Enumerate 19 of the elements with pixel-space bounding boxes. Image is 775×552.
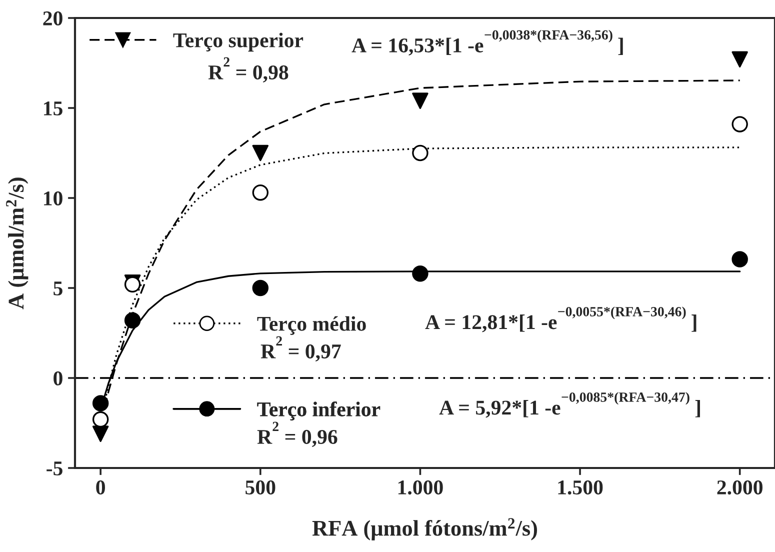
y-tick-label: 5 bbox=[54, 282, 62, 296]
y-tick-label: -5 bbox=[46, 462, 62, 476]
legend-label: Terço inferior bbox=[257, 402, 380, 420]
x-tick-label: 2.000 bbox=[717, 480, 762, 495]
annotation: R2 = 0,97 bbox=[260, 336, 341, 362]
annotation: R2 = 0,96 bbox=[257, 422, 338, 447]
x-tick-label: 1.000 bbox=[398, 480, 443, 495]
y-tick-label: 15 bbox=[44, 101, 62, 116]
annotation: R2 = 0,98 bbox=[208, 57, 288, 82]
y-tick-label: 0 bbox=[54, 371, 62, 386]
x-tick-label: 500 bbox=[246, 480, 276, 494]
x-axis-title: RFA (μmol fótons/m$^{2}$/s) bbox=[312, 518, 538, 540]
y-tick-label: 10 bbox=[44, 191, 62, 206]
legend-label: Terço superior bbox=[173, 32, 304, 52]
x-tick-label: 1.500 bbox=[558, 480, 603, 495]
x-tick-label: 0 bbox=[96, 480, 105, 494]
y-axis-title: A (μmol/m$^{2}$/s) bbox=[6, 178, 28, 310]
y-tick-label: 20 bbox=[43, 11, 62, 26]
legend-label: Terço médio bbox=[257, 316, 366, 335]
